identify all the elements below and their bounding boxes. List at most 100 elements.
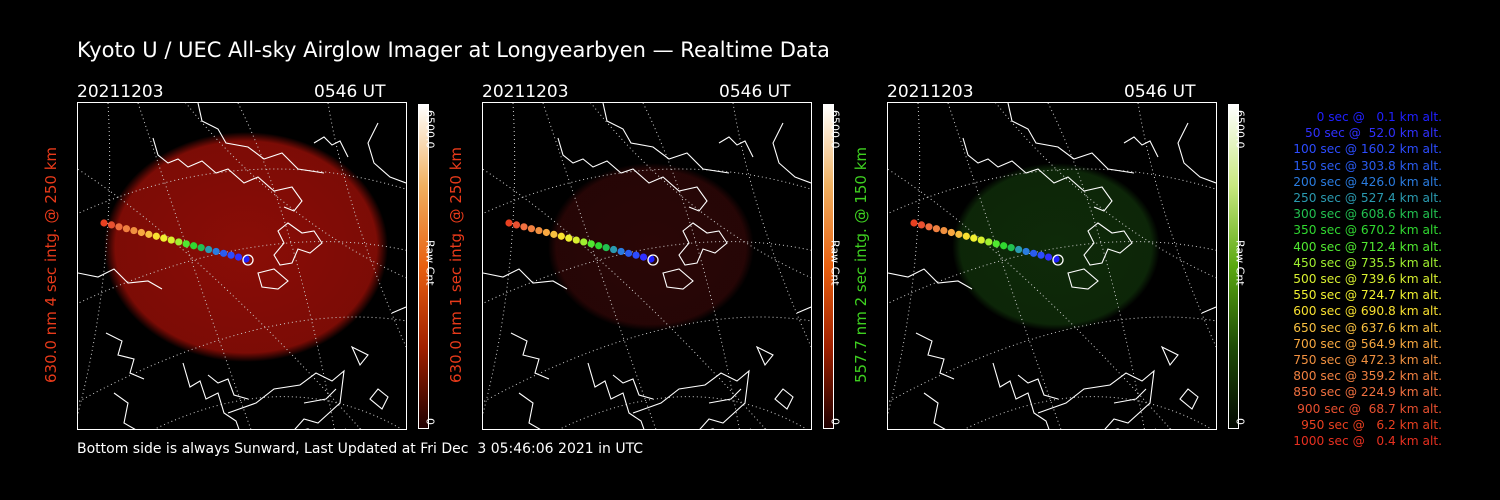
trajectory-point [137, 228, 145, 237]
airglow-field [547, 163, 755, 331]
trajectory-point [624, 249, 633, 257]
trajectory-point [1044, 253, 1053, 261]
coastline [78, 103, 406, 429]
trajectory-point [520, 223, 528, 231]
trajectory-legend: 0 sec @ 0.1 km alt. 50 sec @ 52.0 km alt.… [1262, 109, 1442, 449]
allsky-image [887, 102, 1217, 430]
trajectory-point [542, 228, 550, 237]
trajectory-point [580, 238, 588, 246]
colorbar-max-label: 6500.0 [1233, 110, 1247, 149]
panel-side-label: 557.7 nm 2 sec intg. @ 150 km [852, 146, 870, 384]
trajectory-point [617, 247, 625, 256]
legend-entry: 550 sec @ 724.7 km alt. [1293, 288, 1442, 303]
trajectory-point [175, 238, 183, 246]
panel-date: 20211203 [482, 82, 569, 102]
trajectory-point [512, 221, 521, 229]
trajectory-point [535, 226, 543, 235]
airglow-field [104, 132, 388, 362]
trajectory-point [234, 253, 243, 261]
legend-entry: 500 sec @ 739.6 km alt. [1293, 272, 1442, 287]
legend-entry: 50 sec @ 52.0 km alt. [1304, 126, 1442, 141]
colorbar-max-label: 6500.0 [423, 110, 437, 149]
trajectory-point [227, 251, 235, 259]
trajectory-point [1037, 251, 1045, 259]
airglow-panel-1: 20211203 0546 UT 630.0 nm 4 sec intg. @ … [42, 82, 477, 432]
colorbar-unit-label: Raw Cnt [423, 240, 437, 286]
trajectory-point [115, 223, 123, 231]
trajectory-point [130, 226, 138, 235]
trajectory-point [107, 221, 116, 229]
trajectory-point [587, 240, 595, 248]
colorbar-max-label: 6500.0 [828, 110, 842, 149]
legend-entry: 200 sec @ 426.0 km alt. [1293, 174, 1442, 189]
legend-entry: 650 sec @ 637.6 km alt. [1293, 320, 1442, 335]
colorbar-min-label: 0 [828, 418, 842, 425]
legend-entry: 250 sec @ 527.4 km alt. [1293, 191, 1442, 206]
trajectory-point [639, 253, 648, 261]
panel-side-label: 630.0 nm 1 sec intg. @ 250 km [447, 146, 465, 384]
trajectory-point [925, 223, 933, 231]
legend-entry: 900 sec @ 68.7 km alt. [1297, 401, 1442, 416]
legend-entry: 0 sec @ 0.1 km alt. [1316, 110, 1442, 124]
trajectory-point [1022, 247, 1030, 256]
coastline [483, 103, 811, 429]
allsky-image [77, 102, 407, 430]
legend-entry: 1000 sec @ 0.4 km alt. [1293, 434, 1442, 449]
trajectory-point [557, 232, 565, 240]
colorbar [1228, 104, 1239, 429]
trajectory-point [1000, 242, 1008, 250]
legend-entry: 950 sec @ 6.2 km alt. [1301, 417, 1442, 432]
trajectory-point [219, 249, 228, 257]
colorbar-unit-label: Raw Cnt [1233, 240, 1247, 286]
trajectory [100, 219, 254, 266]
latlon-grid [78, 103, 406, 429]
trajectory-point [610, 245, 618, 254]
trajectory-point [1007, 244, 1015, 252]
trajectory-point [1015, 245, 1023, 254]
legend-entry: 400 sec @ 712.4 km alt. [1293, 239, 1442, 254]
trajectory-point [962, 232, 970, 240]
legend-entry: 700 sec @ 564.9 km alt. [1293, 336, 1442, 351]
legend-entry: 100 sec @ 160.2 km alt. [1293, 142, 1442, 157]
legend-entry: 300 sec @ 608.6 km alt. [1293, 207, 1442, 222]
airglow-field [952, 163, 1160, 331]
legend-entry: 750 sec @ 472.3 km alt. [1293, 353, 1442, 368]
legend-entry: 850 sec @ 224.9 km alt. [1293, 385, 1442, 400]
trajectory-point [505, 219, 513, 227]
trajectory-point [212, 247, 220, 256]
trajectory-point [152, 232, 160, 240]
trajectory-point [122, 225, 131, 233]
trajectory [505, 219, 659, 266]
trajectory [910, 219, 1064, 266]
legend-entry: 350 sec @ 670.2 km alt. [1293, 223, 1442, 238]
panel-date: 20211203 [887, 82, 974, 102]
trajectory-point [100, 219, 108, 227]
trajectory-point [550, 230, 558, 238]
panel-time: 0546 UT [1124, 82, 1196, 102]
footer-status: Bottom side is always Sunward, Last Upda… [77, 441, 644, 457]
trajectory-point [145, 230, 153, 238]
trajectory-point [527, 225, 536, 233]
trajectory-point [572, 236, 580, 244]
site-marker [1052, 254, 1064, 266]
trajectory-point [160, 234, 168, 242]
trajectory-point [940, 226, 948, 235]
trajectory-point [977, 236, 985, 244]
trajectory-point [992, 240, 1000, 248]
trajectory-point [910, 219, 918, 227]
trajectory-point [602, 244, 610, 252]
trajectory-point [947, 228, 955, 237]
airglow-panel-3: 20211203 0546 UT 557.7 nm 2 sec intg. @ … [852, 82, 1287, 432]
colorbar-unit-label: Raw Cnt [828, 240, 842, 286]
colorbar [823, 104, 834, 429]
legend-entry: 450 sec @ 735.5 km alt. [1293, 255, 1442, 270]
legend-entry: 150 sec @ 303.8 km alt. [1293, 158, 1442, 173]
colorbar [418, 104, 429, 429]
trajectory-point [190, 242, 198, 250]
trajectory-point [917, 221, 926, 229]
latlon-grid [888, 103, 1216, 429]
panel-time: 0546 UT [314, 82, 386, 102]
panel-date: 20211203 [77, 82, 164, 102]
trajectory-point [167, 236, 175, 244]
trajectory-point [595, 242, 603, 250]
